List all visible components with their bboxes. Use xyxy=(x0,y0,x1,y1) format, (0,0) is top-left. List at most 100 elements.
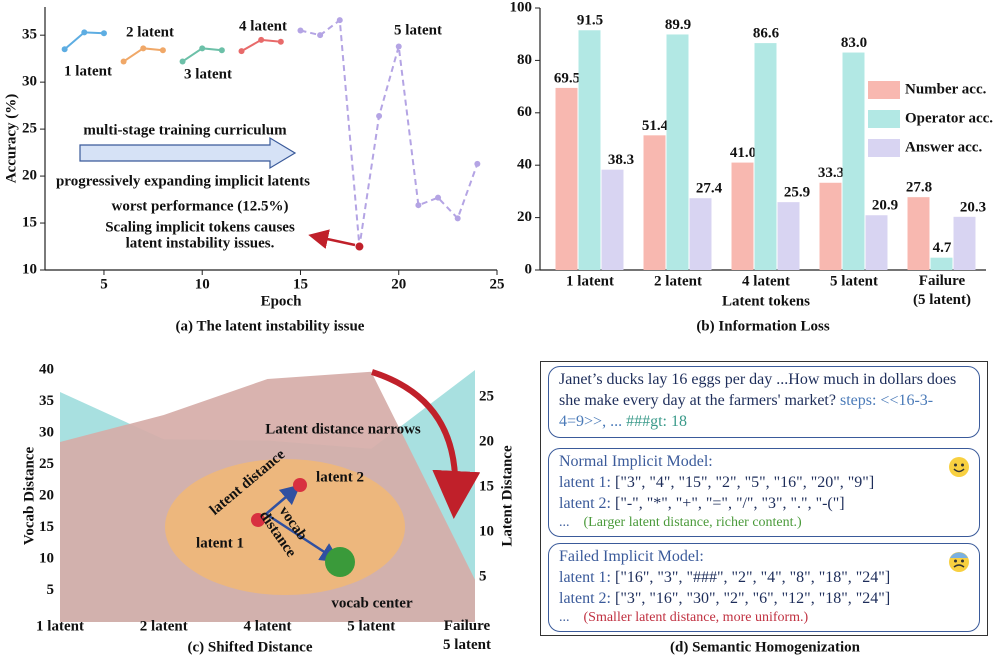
failed-title: Failed Implicit Model: xyxy=(559,548,704,565)
bar xyxy=(930,257,953,270)
point xyxy=(355,242,364,251)
failed-box: Failed Implicit Model: latent 1: ["16", … xyxy=(548,543,980,632)
y2-axis-title: Latent Distance xyxy=(499,445,515,547)
y-axis-title: Accuracy (%) xyxy=(3,94,19,184)
legend-swatch xyxy=(868,110,900,128)
value-label: 89.9 xyxy=(665,17,691,33)
bar xyxy=(865,215,888,270)
x-tick-label: 20 xyxy=(391,276,406,292)
line: latent 2: ["-", "*", "+", "=", "/", "3",… xyxy=(559,493,969,514)
vocab-center xyxy=(325,547,355,577)
y-tick-label: 25 xyxy=(39,456,54,472)
annotation: progressively expanding implicit latents xyxy=(56,173,310,189)
point xyxy=(159,47,166,54)
value-label: 20.9 xyxy=(872,198,898,214)
y-tick-label: 0 xyxy=(525,261,533,277)
y-tick-label: 35 xyxy=(39,393,54,409)
tokens: ["3", "16", "30", "2", "6", "12", "18", … xyxy=(614,590,891,607)
y-tick-label: 100 xyxy=(510,0,533,15)
ellipsis: ... xyxy=(559,515,570,530)
point xyxy=(435,194,442,201)
y-tick-label: 20 xyxy=(39,487,54,503)
happy-face xyxy=(949,457,969,477)
latent-distance-arrow xyxy=(265,484,301,515)
value-label: 20.3 xyxy=(960,199,986,215)
value-label: 41.0 xyxy=(730,145,756,161)
x-tick-label: 2 latent xyxy=(140,618,188,634)
legend-swatch xyxy=(868,81,900,99)
annotation: worst performance (12.5%) xyxy=(111,198,288,214)
caption: (b) Information Loss xyxy=(696,318,830,334)
line: latent 1: ["16", "3", "###", "2", "4", "… xyxy=(559,567,969,588)
normal-box: Normal Implicit Model: latent 1: ["3", "… xyxy=(548,448,980,537)
series-line xyxy=(300,18,479,247)
point xyxy=(395,43,402,50)
point xyxy=(317,32,324,39)
caption: (d) Semantic Homogenization xyxy=(670,639,861,655)
annotation: Scaling implicit tokens causes xyxy=(105,219,295,235)
normal-title: Normal Implicit Model: xyxy=(559,453,713,470)
legend-label: Number acc. xyxy=(905,81,987,97)
point xyxy=(61,46,68,53)
y-tick-label: 35 xyxy=(22,27,37,43)
worried-face xyxy=(949,552,969,572)
y-tick-label: 40 xyxy=(39,361,54,377)
value-label: 27.4 xyxy=(696,181,723,197)
question-box: Janet’s ducks lay 16 eggs per day ...How… xyxy=(548,366,980,438)
value-label: 69.5 xyxy=(554,70,580,86)
y-tick-label: 40 xyxy=(517,157,532,173)
bar xyxy=(578,30,601,270)
line: ... (Smaller latent distance, more unifo… xyxy=(559,609,969,626)
y-tick-label: 80 xyxy=(517,52,532,68)
tokens: ["-", "*", "+", "=", "/", "3", ".", "-("… xyxy=(614,495,845,512)
latent-label: latent 1: xyxy=(559,569,611,586)
x-tick-label: 4 latent xyxy=(244,618,292,634)
y-tick-label: 15 xyxy=(39,519,54,535)
bar xyxy=(666,34,689,270)
y-tick-label: 5 xyxy=(47,582,55,598)
value-label: 38.3 xyxy=(608,152,634,168)
x-tick-label: 5 latent xyxy=(830,273,878,289)
point xyxy=(297,27,304,34)
ellipsis: ... xyxy=(559,610,570,625)
point xyxy=(199,45,206,52)
point xyxy=(218,47,225,54)
note: (Larger latent distance, richer content.… xyxy=(583,515,802,530)
point xyxy=(120,58,127,65)
annotation: vocab center xyxy=(331,595,413,611)
x-axis-title: Latent tokens xyxy=(722,293,810,309)
y-tick-label: 20 xyxy=(517,209,532,225)
x-tick-label: Failure 5 latent xyxy=(443,618,491,653)
bar xyxy=(689,198,712,270)
point xyxy=(277,38,284,45)
series-label: 1 latent xyxy=(64,63,112,79)
latent-label: latent 2: xyxy=(559,495,611,512)
tokens: ["16", "3", "###", "2", "4", "8", "18", … xyxy=(614,569,891,586)
value-label: 86.6 xyxy=(753,26,780,42)
y-tick-label: 10 xyxy=(39,550,54,566)
point xyxy=(376,112,383,119)
legend-label: Operator acc. xyxy=(905,110,993,126)
y2-tick-label: 5 xyxy=(479,568,487,584)
bar xyxy=(754,43,777,270)
point xyxy=(81,29,88,36)
value-label: 91.5 xyxy=(577,13,603,29)
x-tick-label: 5 xyxy=(100,276,108,292)
bar xyxy=(842,52,865,270)
y2-tick-label: 15 xyxy=(479,478,494,494)
y-tick-label: 10 xyxy=(22,261,37,277)
bar xyxy=(907,197,930,270)
y2-tick-label: 20 xyxy=(479,433,494,449)
legend-label: Answer acc. xyxy=(905,139,982,155)
annotation: latent 1 xyxy=(196,535,244,551)
worst-arrow xyxy=(308,229,356,249)
point xyxy=(415,202,422,209)
bar xyxy=(601,169,624,270)
bar xyxy=(777,202,800,270)
x-tick-label: 1 latent xyxy=(566,273,614,289)
value-label: 4.7 xyxy=(933,240,952,256)
x-tick-label: 10 xyxy=(195,276,210,292)
latent-label: latent 1: xyxy=(559,474,611,491)
y-tick-label: 30 xyxy=(39,424,54,440)
x-tick-label: 15 xyxy=(293,276,308,292)
